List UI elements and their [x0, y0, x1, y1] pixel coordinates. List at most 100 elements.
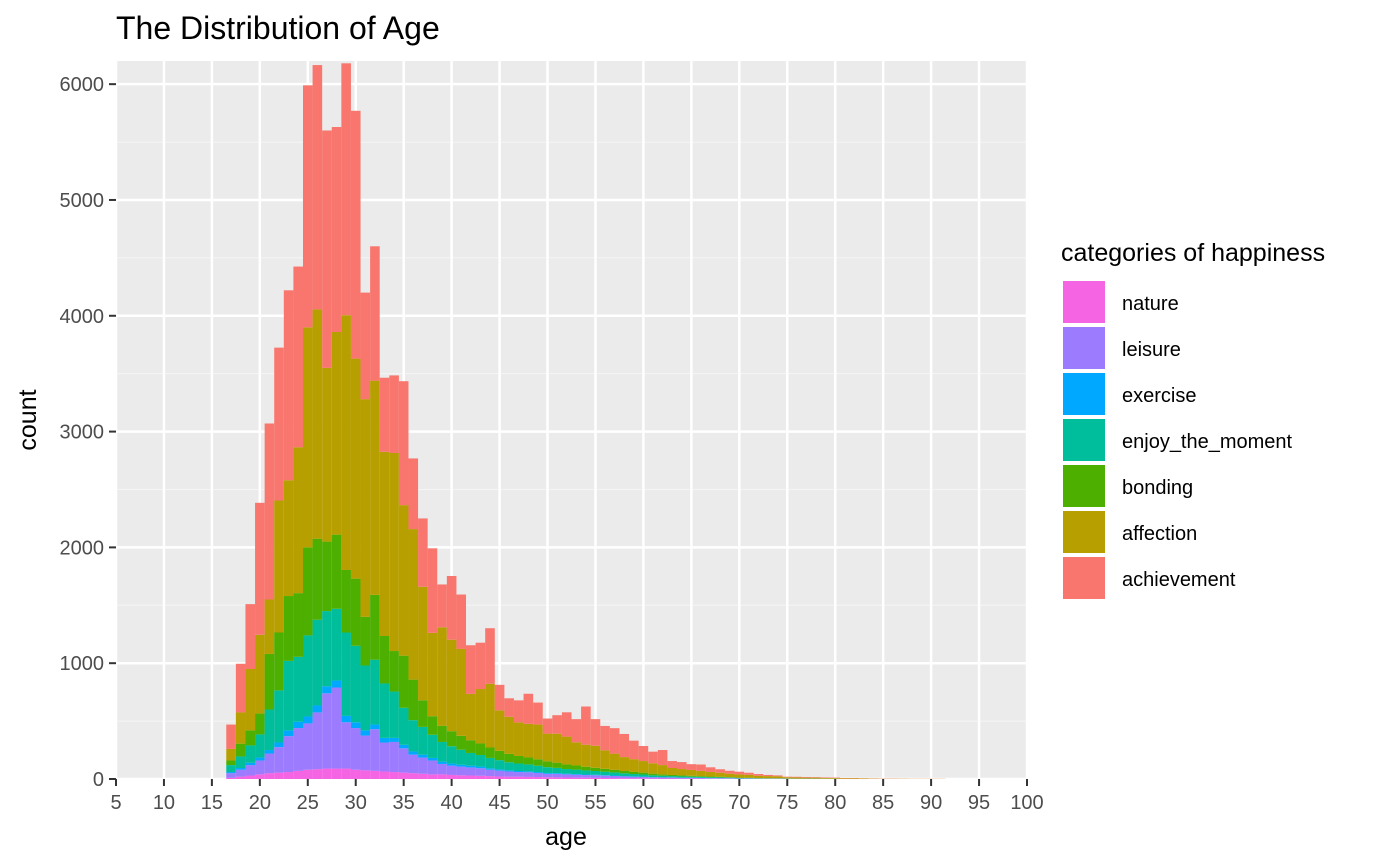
bar-segment-nature-age-60 — [638, 778, 649, 779]
bar-segment-exercise-age-35 — [398, 744, 409, 749]
bar-segment-enjoy_the_moment-age-22 — [274, 690, 284, 743]
bar-segment-enjoy_the_moment-age-40 — [446, 746, 457, 764]
bar-segment-achievement-age-53 — [571, 719, 582, 743]
bar-segment-nature-age-46 — [504, 776, 514, 779]
bar-segment-achievement-age-55 — [590, 719, 601, 746]
bar-segment-enjoy_the_moment-age-35 — [398, 707, 409, 745]
bar-segment-achievement-age-26 — [312, 65, 323, 310]
bar-segment-leisure-age-45 — [494, 770, 505, 777]
bar-segment-leisure-age-31 — [360, 735, 371, 771]
bar-segment-achievement-age-61 — [648, 751, 658, 764]
bar-segment-leisure-age-22 — [274, 747, 284, 773]
bar-segment-affection-age-81 — [840, 778, 850, 779]
x-tick-label: 75 — [776, 792, 798, 814]
bar-segment-leisure-age-57 — [609, 775, 620, 779]
bar-segment-exercise-age-54 — [581, 774, 591, 776]
bar-segment-achievement-age-59 — [629, 740, 639, 760]
bar-segment-nature-age-48 — [523, 776, 534, 779]
bar-segment-achievement-age-71 — [744, 772, 754, 775]
bar-segment-leisure-age-56 — [600, 775, 610, 778]
bar-segment-bonding-age-60 — [638, 772, 649, 775]
bar-segment-leisure-age-24 — [293, 728, 303, 771]
bar-segment-bonding-age-47 — [513, 755, 524, 764]
bar-segment-achievement-age-47 — [513, 700, 524, 723]
bar-segment-exercise-age-27 — [322, 686, 332, 694]
bar-segment-nature-age-40 — [446, 774, 457, 779]
bar-segment-bonding-age-20 — [255, 713, 265, 735]
bar-segment-affection-age-74 — [772, 776, 783, 779]
bar-segment-enjoy_the_moment-age-34 — [389, 691, 399, 738]
x-tick-label: 55 — [584, 792, 606, 814]
bar-segment-leisure-age-60 — [638, 776, 649, 779]
bar-segment-exercise-age-29 — [341, 715, 351, 723]
legend-label-affection: affection — [1122, 523, 1197, 545]
bar-segment-leisure-age-19 — [245, 765, 256, 776]
bar-segment-achievement-age-32 — [370, 246, 380, 381]
bar-segment-enjoy_the_moment-age-60 — [638, 774, 649, 777]
bar-segment-achievement-age-54 — [581, 706, 591, 745]
bar-segment-achievement-age-58 — [619, 733, 630, 758]
bar-segment-enjoy_the_moment-age-52 — [561, 769, 572, 774]
bar-segment-affection-age-67 — [705, 771, 716, 777]
bar-segment-enjoy_the_moment-age-64 — [676, 776, 687, 778]
y-axis: 0 1000 2000 3000 4000 5000 6000 — [60, 74, 116, 791]
stacked-bars — [226, 63, 946, 779]
bar-segment-enjoy_the_moment-age-58 — [619, 773, 630, 777]
bar-segment-achievement-age-17 — [226, 724, 236, 749]
bar-segment-leisure-age-50 — [542, 773, 553, 778]
bar-segment-leisure-age-17 — [226, 773, 236, 778]
x-axis: 5 10 15 20 25 30 35 40 45 50 55 60 65 70 75 80 85 90 95 100 — [110, 779, 1044, 814]
bar-segment-exercise-age-24 — [293, 721, 303, 729]
x-axis-title: age — [545, 823, 587, 851]
bar-segment-achievement-age-40 — [446, 575, 457, 640]
bar-segment-affection-age-62 — [657, 765, 668, 775]
bar-segment-leisure-age-25 — [302, 723, 313, 770]
bar-segment-enjoy_the_moment-age-66 — [696, 776, 706, 778]
bar-segment-exercise-age-51 — [552, 773, 562, 774]
x-tick-label: 30 — [345, 792, 367, 814]
bar-segment-exercise-age-20 — [255, 757, 265, 761]
bar-segment-enjoy_the_moment-age-65 — [686, 776, 697, 778]
bar-segment-enjoy_the_moment-age-38 — [427, 734, 438, 758]
bar-segment-enjoy_the_moment-age-39 — [437, 741, 447, 762]
bar-segment-achievement-age-62 — [657, 750, 668, 766]
bar-segment-bonding-age-28 — [331, 534, 342, 609]
bar-segment-affection-age-51 — [552, 733, 562, 763]
bar-segment-nature-age-49 — [533, 777, 543, 779]
bar-segment-bonding-age-32 — [370, 594, 380, 660]
bar-segment-nature-age-35 — [398, 772, 409, 779]
bar-segment-achievement-age-57 — [609, 728, 620, 754]
bar-segment-leisure-age-42 — [466, 767, 476, 776]
bar-segment-achievement-age-76 — [792, 776, 802, 778]
bar-segment-nature-age-22 — [274, 772, 284, 779]
bar-segment-bonding-age-67 — [705, 776, 716, 778]
bar-segment-achievement-age-68 — [715, 769, 725, 773]
bar-segment-nature-age-55 — [590, 777, 601, 779]
x-tick-label: 10 — [153, 792, 175, 814]
bar-segment-affection-age-42 — [466, 693, 476, 741]
bar-segment-affection-age-71 — [744, 774, 754, 778]
y-tick-label: 0 — [93, 769, 104, 791]
bar-segment-affection-age-22 — [274, 500, 284, 633]
bar-segment-nature-age-29 — [341, 768, 351, 779]
bar-segment-leisure-age-39 — [437, 763, 447, 775]
legend-swatch-leisure — [1063, 327, 1105, 369]
bar-segment-nature-age-54 — [581, 777, 591, 779]
y-tick-label: 3000 — [60, 422, 105, 444]
y-tick-label: 1000 — [60, 653, 105, 675]
bar-segment-enjoy_the_moment-age-68 — [715, 777, 725, 779]
bar-segment-bonding-age-44 — [485, 747, 495, 758]
bar-segment-nature-age-41 — [456, 775, 467, 779]
bar-segment-affection-age-69 — [724, 773, 735, 778]
bar-segment-enjoy_the_moment-age-19 — [245, 745, 256, 763]
bar-segment-nature-age-44 — [485, 776, 495, 779]
bar-segment-enjoy_the_moment-age-53 — [571, 769, 582, 775]
bar-segment-affection-age-49 — [533, 724, 543, 760]
bar-segment-nature-age-18 — [235, 776, 246, 779]
bar-segment-nature-age-33 — [379, 771, 390, 779]
bar-segment-enjoy_the_moment-age-62 — [657, 775, 668, 778]
bar-segment-bonding-age-24 — [293, 593, 303, 657]
x-tick-label: 85 — [872, 792, 894, 814]
bar-segment-achievement-age-79 — [820, 777, 831, 779]
